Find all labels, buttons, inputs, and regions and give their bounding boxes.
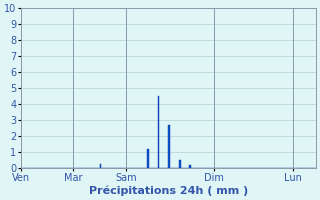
- Bar: [147, 149, 149, 168]
- X-axis label: Précipitations 24h ( mm ): Précipitations 24h ( mm ): [89, 185, 248, 196]
- Bar: [189, 165, 191, 168]
- Bar: [158, 96, 159, 168]
- Bar: [168, 125, 170, 168]
- Bar: [179, 160, 180, 168]
- Bar: [100, 164, 101, 168]
